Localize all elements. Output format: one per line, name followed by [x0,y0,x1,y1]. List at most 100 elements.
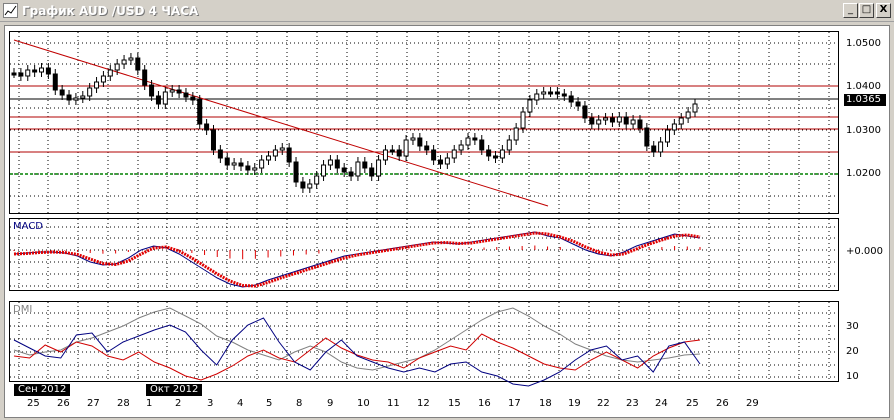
chart-app-icon [3,3,18,18]
candle-body [630,119,636,125]
date-label: 23 [626,398,639,409]
candle-body [520,111,526,129]
date-label: 19 [568,398,581,409]
date-label: 18 [539,398,552,409]
close-button[interactable]: X [876,3,891,18]
candle-body [204,123,210,131]
candle-body [389,149,395,153]
candle-body [499,149,505,159]
candle-body [637,119,643,129]
candle-body [183,92,189,98]
candle-body [444,157,450,165]
date-label: 12 [417,398,430,409]
candle-body [685,111,691,119]
price-label: 1.0300 [846,125,881,136]
candle-body [437,159,443,165]
candle-body [658,141,664,153]
candle-body [623,116,629,125]
candle-body [486,149,492,157]
date-label: 24 [655,398,668,409]
candle-body [190,96,196,101]
candle-body [575,101,581,107]
candle-body [245,165,251,171]
date-label: 3 [207,398,214,409]
candle-body [217,149,223,159]
date-label: 11 [387,398,400,409]
dmi-adx-line [13,307,701,371]
candle-body [314,175,320,185]
candle-body [382,149,388,161]
title-bar: График AUD /USD 4 ЧАСА _ □ X [0,0,894,22]
candle-body [376,159,382,177]
candle-body [341,167,347,173]
date-label: 1 [146,398,153,409]
dmi-title: DMI [13,304,33,315]
date-label: 25 [27,398,40,409]
dmi-scale-label: 10 [846,371,859,382]
candle-body [334,159,340,169]
date-label: 8 [296,398,303,409]
candle-body [307,183,313,189]
minimize-button[interactable]: _ [843,3,858,18]
candle-body [327,159,333,166]
candle-body [293,161,299,183]
candle-body [52,73,58,91]
macd-zero-label: +0.000 [846,246,884,257]
price-label: 1.0200 [846,168,881,179]
candle-body [396,149,402,157]
candle-body [25,69,31,77]
candle-body [417,137,423,147]
price-label: 1.0500 [846,38,881,49]
month-label: Окт 2012 [146,384,203,396]
macd-title: MACD [13,221,43,232]
dmi-plus-line [13,317,701,387]
candle-body [300,181,306,189]
candle-body [348,171,354,177]
candle-body [410,137,416,141]
candle-body [554,91,560,95]
candle-body [94,81,100,89]
candle-body [561,93,567,97]
candle-body [506,139,512,151]
date-label: 9 [327,398,334,409]
candle-body [197,99,203,125]
candle-body [169,89,175,93]
candle-body [534,93,540,101]
candle-body [135,57,141,71]
window-title: График AUD /USD 4 ЧАСА [22,4,199,18]
candle-body [121,59,127,65]
candle-body [355,161,361,177]
price-label: 1.0400 [846,81,881,92]
dmi-minus-line [13,333,701,381]
candle-body [210,129,216,151]
candle-body [73,97,79,101]
price-chart-panel[interactable] [9,31,839,214]
candle-body [603,117,609,121]
candle-body [231,162,237,166]
candle-body [472,137,478,141]
candle-body [451,149,457,159]
candle-body [616,116,622,123]
candle-body [286,147,292,163]
macd-panel[interactable] [9,218,839,291]
candle-body [45,67,51,75]
current-price-badge: 1.0365 [844,94,886,106]
maximize-button[interactable]: □ [859,3,874,18]
candle-body [128,57,134,61]
candle-body [369,167,375,177]
candle-body [252,167,258,171]
candle-body [18,72,24,77]
candle-body [100,75,106,83]
date-label: 15 [448,398,461,409]
date-label: 22 [597,398,610,409]
date-label: 27 [87,398,100,409]
date-label: 16 [478,398,491,409]
date-label: 10 [357,398,370,409]
dmi-scale-label: 30 [846,321,859,332]
candle-body [479,139,485,151]
candle-body [644,127,650,147]
candle-body [568,95,574,103]
candle-body [142,69,148,86]
candle-body [32,69,38,73]
candle-body [548,91,554,95]
